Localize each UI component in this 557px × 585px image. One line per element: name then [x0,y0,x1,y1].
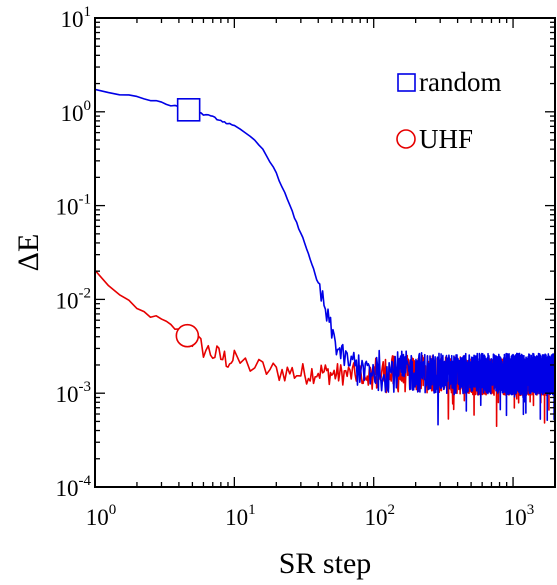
x-tick-label: 103 [504,502,535,530]
legend-marker-uhf [396,129,416,149]
series-marker-uhf [175,323,200,348]
y-axis-title: ΔE [12,234,45,272]
plot-layer [95,88,555,428]
legend-label-uhf: UHF [419,124,473,154]
legend-marker-random [397,73,416,92]
y-tick-label: 10-4 [56,473,92,501]
series-marker-random [176,98,201,122]
series-line-random [95,88,555,426]
y-tick-label: 10-2 [56,285,92,313]
y-tick-label: 101 [61,4,92,32]
x-tick-label: 101 [225,502,256,530]
x-tick-label: 102 [364,502,395,530]
x-tick-label: 100 [86,502,117,530]
legend-label-random: random [419,67,501,97]
labels-layer: 100 101 102 103 101 100 10-1 10-2 10-3 10-4 [56,4,535,530]
y-tick-label: 10-1 [56,192,92,220]
x-axis-title: SR step [279,547,372,580]
y-tick-label: 10-3 [56,379,92,407]
plot-frame [94,17,556,488]
y-tick-label: 100 [61,98,92,126]
series-line-uhf [95,269,555,428]
legend: random UHF [396,67,501,154]
